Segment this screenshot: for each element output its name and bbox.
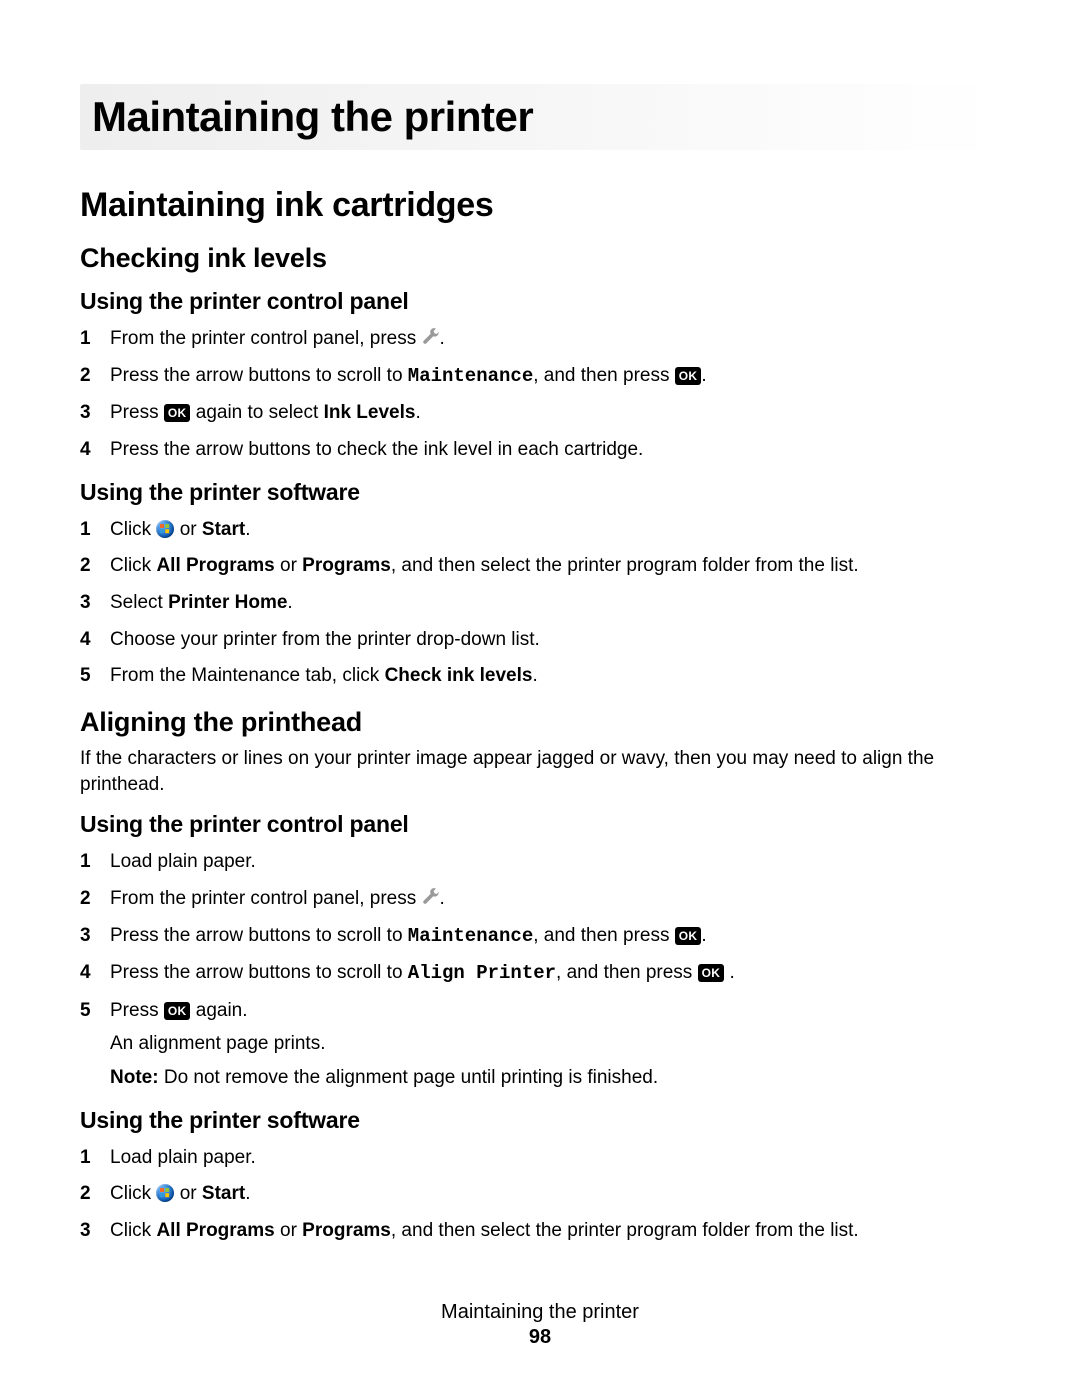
text: From the printer control panel, press (110, 888, 422, 909)
bold-text: All Programs (156, 555, 274, 576)
bold-text: Ink Levels (324, 402, 416, 423)
text: From the printer control panel, press (110, 328, 422, 349)
windows-start-icon (156, 520, 174, 538)
step-item: Press the arrow buttons to scroll to Mai… (80, 923, 1000, 950)
text: Press the arrow buttons to check the ink… (110, 439, 643, 460)
intro-paragraph: If the characters or lines on your print… (80, 746, 1000, 797)
step-item: Press the arrow buttons to scroll to Ali… (80, 960, 1000, 987)
text: , and then select the printer program fo… (391, 555, 859, 576)
step-item: Load plain paper. (80, 1145, 1000, 1171)
bold-text: All Programs (156, 1220, 274, 1241)
page-title: Maintaining the printer (92, 94, 984, 140)
step-item: From the Maintenance tab, click Check in… (80, 663, 1000, 689)
text: Press the arrow buttons to scroll to (110, 925, 408, 946)
steps-list: From the printer control panel, press . … (80, 326, 1000, 463)
step-item: Click or Start. (80, 1181, 1000, 1207)
text: . (245, 519, 250, 540)
text: Press (110, 1000, 164, 1021)
section-heading-1: Maintaining ink cartridges (80, 186, 1000, 225)
ok-button-icon: OK (164, 1002, 191, 1020)
text: Press (110, 402, 164, 423)
steps-list: Click or Start. Click All Programs or Pr… (80, 517, 1000, 689)
text: From the Maintenance tab, click (110, 665, 385, 686)
text: again. (190, 1000, 247, 1021)
text: Click (110, 1183, 156, 1204)
text: Click (110, 1220, 156, 1241)
text: Load plain paper. (110, 851, 256, 872)
text: , and then select the printer program fo… (391, 1220, 859, 1241)
page-title-banner: Maintaining the printer (80, 84, 1000, 150)
text: Press the arrow buttons to scroll to (110, 365, 408, 386)
bold-text: Programs (302, 1220, 391, 1241)
code-text: Align Printer (408, 962, 556, 984)
wrench-icon (422, 328, 440, 346)
text: . (245, 1183, 250, 1204)
section-heading-2-aligning: Aligning the printhead (80, 707, 1000, 738)
footer-title: Maintaining the printer (0, 1301, 1080, 1324)
text: . (724, 962, 735, 983)
text: . (701, 925, 706, 946)
text: or (275, 1220, 302, 1241)
text: again to select (190, 402, 323, 423)
text: . (701, 365, 706, 386)
text: . (287, 592, 292, 613)
page-number: 98 (0, 1326, 1080, 1349)
step-item: Click All Programs or Programs, and then… (80, 553, 1000, 579)
step-item: Press OK again to select Ink Levels. (80, 400, 1000, 426)
text: Select (110, 592, 168, 613)
step-item: Click or Start. (80, 517, 1000, 543)
text: Choose your printer from the printer dro… (110, 629, 540, 650)
step-item: Press the arrow buttons to scroll to Mai… (80, 363, 1000, 390)
text: . (440, 888, 445, 909)
step-item: Choose your printer from the printer dro… (80, 627, 1000, 653)
text: or (174, 519, 201, 540)
code-text: Maintenance (408, 365, 533, 387)
bold-text: Programs (302, 555, 391, 576)
step-item: From the printer control panel, press . (80, 886, 1000, 912)
steps-list: Load plain paper. From the printer contr… (80, 849, 1000, 1090)
section-heading-3-software: Using the printer software (80, 1107, 1000, 1134)
step-item: Select Printer Home. (80, 590, 1000, 616)
text: . (415, 402, 420, 423)
text: or (275, 555, 302, 576)
section-heading-3-panel: Using the printer control panel (80, 288, 1000, 315)
ok-button-icon: OK (675, 927, 702, 945)
bold-text: Start (202, 519, 245, 540)
code-text: Maintenance (408, 925, 533, 947)
section-heading-3-panel: Using the printer control panel (80, 811, 1000, 838)
section-heading-3-software: Using the printer software (80, 479, 1000, 506)
step-item: Load plain paper. (80, 849, 1000, 875)
step-item: Press the arrow buttons to check the ink… (80, 437, 1000, 463)
text: Press the arrow buttons to scroll to (110, 962, 408, 983)
text: . (440, 328, 445, 349)
text: Click (110, 555, 156, 576)
text: or (174, 1183, 201, 1204)
step-item: From the printer control panel, press . (80, 326, 1000, 352)
ok-button-icon: OK (164, 404, 191, 422)
page-footer: Maintaining the printer 98 (0, 1301, 1080, 1349)
steps-list: Load plain paper. Click or Start. Click … (80, 1145, 1000, 1244)
bold-text: Check ink levels (385, 665, 533, 686)
wrench-icon (422, 888, 440, 906)
step-note: Note: Do not remove the alignment page u… (110, 1065, 1000, 1091)
text: , and then press (556, 962, 698, 983)
bold-text: Printer Home (168, 592, 287, 613)
note-label: Note: (110, 1067, 159, 1088)
ok-button-icon: OK (675, 367, 702, 385)
document-page: Maintaining the printer Maintaining ink … (0, 0, 1080, 1397)
text: , and then press (533, 925, 675, 946)
text: Load plain paper. (110, 1147, 256, 1168)
windows-start-icon (156, 1184, 174, 1202)
text: . (532, 665, 537, 686)
text: , and then press (533, 365, 675, 386)
bold-text: Start (202, 1183, 245, 1204)
note-text: Do not remove the alignment page until p… (159, 1067, 659, 1088)
text: Click (110, 519, 156, 540)
step-subline: An alignment page prints. (110, 1031, 1000, 1057)
ok-button-icon: OK (698, 964, 725, 982)
section-heading-2-checking: Checking ink levels (80, 243, 1000, 274)
step-item: Press OK again. An alignment page prints… (80, 998, 1000, 1091)
step-item: Click All Programs or Programs, and then… (80, 1218, 1000, 1244)
